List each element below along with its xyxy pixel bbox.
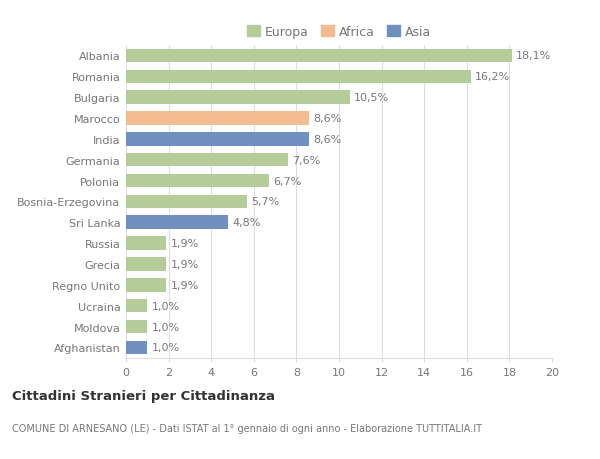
Bar [126, 216, 228, 230]
Bar [126, 91, 350, 105]
Text: 1,0%: 1,0% [152, 301, 179, 311]
Text: 8,6%: 8,6% [313, 114, 341, 124]
Bar [126, 195, 247, 209]
Text: 1,9%: 1,9% [171, 259, 199, 269]
Text: COMUNE DI ARNESANO (LE) - Dati ISTAT al 1° gennaio di ogni anno - Elaborazione T: COMUNE DI ARNESANO (LE) - Dati ISTAT al … [12, 424, 482, 433]
Text: 5,7%: 5,7% [251, 197, 280, 207]
Text: 4,8%: 4,8% [233, 218, 261, 228]
Text: 1,0%: 1,0% [152, 342, 179, 353]
Bar [126, 112, 309, 125]
Bar [126, 133, 309, 146]
Text: 18,1%: 18,1% [516, 51, 551, 62]
Bar [126, 279, 166, 292]
Bar [126, 257, 166, 271]
Text: Cittadini Stranieri per Cittadinanza: Cittadini Stranieri per Cittadinanza [12, 389, 275, 403]
Text: 6,7%: 6,7% [273, 176, 301, 186]
Bar [126, 174, 269, 188]
Text: 1,0%: 1,0% [152, 322, 179, 332]
Bar [126, 320, 148, 334]
Bar [126, 299, 148, 313]
Bar [126, 237, 166, 250]
Text: 10,5%: 10,5% [354, 93, 389, 103]
Bar [126, 341, 148, 354]
Text: 16,2%: 16,2% [475, 72, 511, 82]
Text: 1,9%: 1,9% [171, 239, 199, 249]
Bar [126, 154, 288, 167]
Text: 8,6%: 8,6% [313, 134, 341, 145]
Bar [126, 50, 512, 63]
Bar [126, 70, 471, 84]
Text: 1,9%: 1,9% [171, 280, 199, 290]
Legend: Europa, Africa, Asia: Europa, Africa, Asia [242, 21, 436, 44]
Text: 7,6%: 7,6% [292, 155, 320, 165]
